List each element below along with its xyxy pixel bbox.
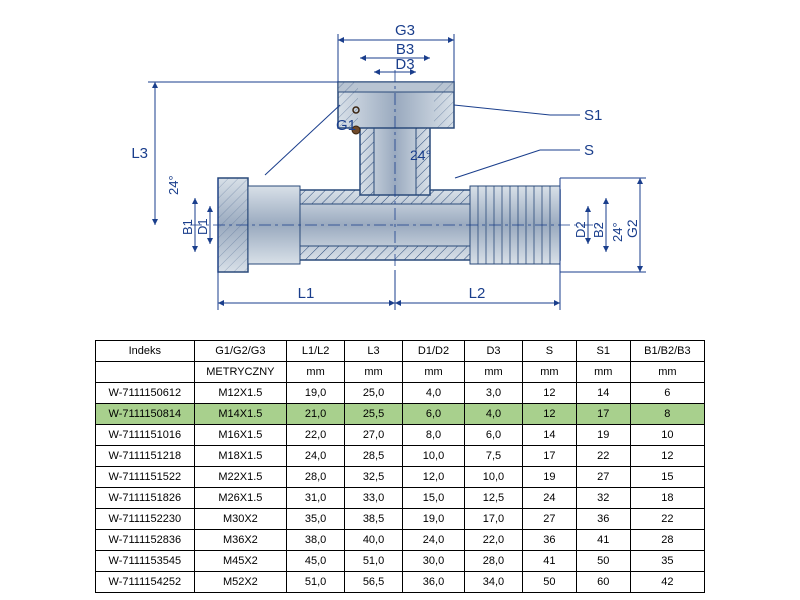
label-d2: D2 [573, 221, 588, 238]
label-angle-left: 24° [166, 175, 181, 195]
table-units-row: METRYCZNY mm mm mm mm mm mm mm [96, 362, 705, 383]
header-indeks: Indeks [96, 341, 195, 362]
header-s: S [522, 341, 576, 362]
label-b2: B2 [591, 222, 606, 238]
dimension-table: Indeks G1/G2/G3 L1/L2 L3 D1/D2 D3 S S1 B… [95, 340, 705, 593]
table-row: W-7111151826M26X1.531,033,015,012,524321… [96, 488, 705, 509]
label-b1: B1 [180, 219, 195, 235]
header-d3: D3 [465, 341, 523, 362]
label-d1: D1 [195, 218, 210, 235]
label-angle-right: 24° [610, 222, 625, 242]
table-header-row: Indeks G1/G2/G3 L1/L2 L3 D1/D2 D3 S S1 B… [96, 341, 705, 362]
table-row: W-7111153545M45X245,051,030,028,0415035 [96, 551, 705, 572]
table-row: W-7111154252M52X251,056,536,034,0506042 [96, 572, 705, 593]
table-row: W-7111152836M36X238,040,024,022,0364128 [96, 530, 705, 551]
table-row: W-7111150814M14X1.521,025,56,04,012178 [96, 404, 705, 425]
header-d12: D1/D2 [403, 341, 465, 362]
header-l3: L3 [345, 341, 403, 362]
label-s1: S1 [584, 107, 602, 124]
label-g2: G2 [624, 219, 640, 238]
header-g: G1/G2/G3 [194, 341, 287, 362]
technical-drawing: G3 B3 D3 L3 G1 24° S1 S 24° B [40, 10, 760, 330]
label-g3: G3 [395, 22, 415, 39]
header-s1: S1 [576, 341, 630, 362]
label-l2: L2 [469, 285, 486, 302]
header-l12: L1/L2 [287, 341, 345, 362]
table-row: W-7111150612M12X1.519,025,04,03,012146 [96, 383, 705, 404]
table-row: W-7111151016M16X1.522,027,08,06,0141910 [96, 425, 705, 446]
table-row: W-7111152230M30X235,038,519,017,0273622 [96, 509, 705, 530]
label-angle-center: 24° [410, 147, 431, 163]
label-s: S [584, 142, 594, 159]
label-l3: L3 [131, 145, 148, 162]
table-row: W-7111151522M22X1.528,032,512,010,019271… [96, 467, 705, 488]
label-l1: L1 [298, 285, 315, 302]
header-b: B1/B2/B3 [630, 341, 704, 362]
label-d3: D3 [395, 56, 414, 73]
label-g1: G1 [336, 117, 356, 134]
table-row: W-7111151218M18X1.524,028,510,07,5172212 [96, 446, 705, 467]
